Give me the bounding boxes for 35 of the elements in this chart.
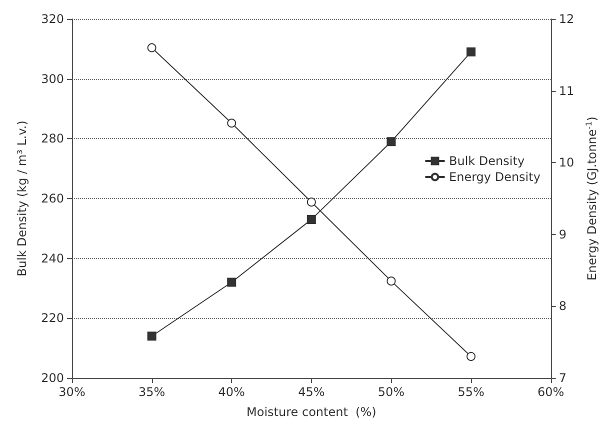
y2-axis-title: Energy Density (GJ.tonne-1): [584, 116, 599, 280]
y-tick-label: 300: [41, 72, 64, 86]
y-tick-label: 200: [41, 371, 64, 385]
y-tick-label: 320: [41, 12, 64, 26]
x-tick-label: 35%: [138, 385, 166, 399]
point: [386, 276, 396, 286]
x-tick-label: 60%: [537, 385, 564, 399]
point: [306, 214, 316, 224]
x-tick-label: 55%: [458, 385, 484, 399]
y-tick-label: 220: [41, 311, 64, 326]
point: [147, 332, 156, 341]
y2-tick-label: 9: [558, 227, 566, 242]
y-tick-label: 280: [41, 132, 64, 146]
point: [386, 137, 396, 146]
point: [466, 47, 476, 56]
x-tick-label: 30%: [58, 385, 86, 399]
point: [306, 198, 316, 207]
legend-label: Energy Density: [449, 170, 540, 184]
point: [147, 43, 156, 52]
x-tick-label: 40%: [218, 385, 245, 399]
y-tick-label: 260: [41, 192, 64, 206]
y2-tick-label: 8: [558, 299, 566, 314]
point: [227, 278, 236, 287]
x-tick-label: 50%: [378, 385, 405, 399]
y2-tick-label: 12: [558, 12, 574, 26]
point: [466, 352, 476, 361]
x-axis-title: Moisture content (%): [246, 405, 376, 419]
y2-tick-label: 7: [558, 371, 566, 385]
point: [227, 118, 236, 128]
y-tick-label: 240: [41, 251, 64, 266]
y2-tick-label: 10: [558, 156, 574, 170]
legend-label: Bulk Density: [449, 154, 525, 168]
x-tick-label: 45%: [298, 385, 325, 399]
y2-tick-label: 11: [558, 84, 574, 98]
y-axis-title: Bulk Density (kg / m³ L.v.): [15, 120, 29, 276]
